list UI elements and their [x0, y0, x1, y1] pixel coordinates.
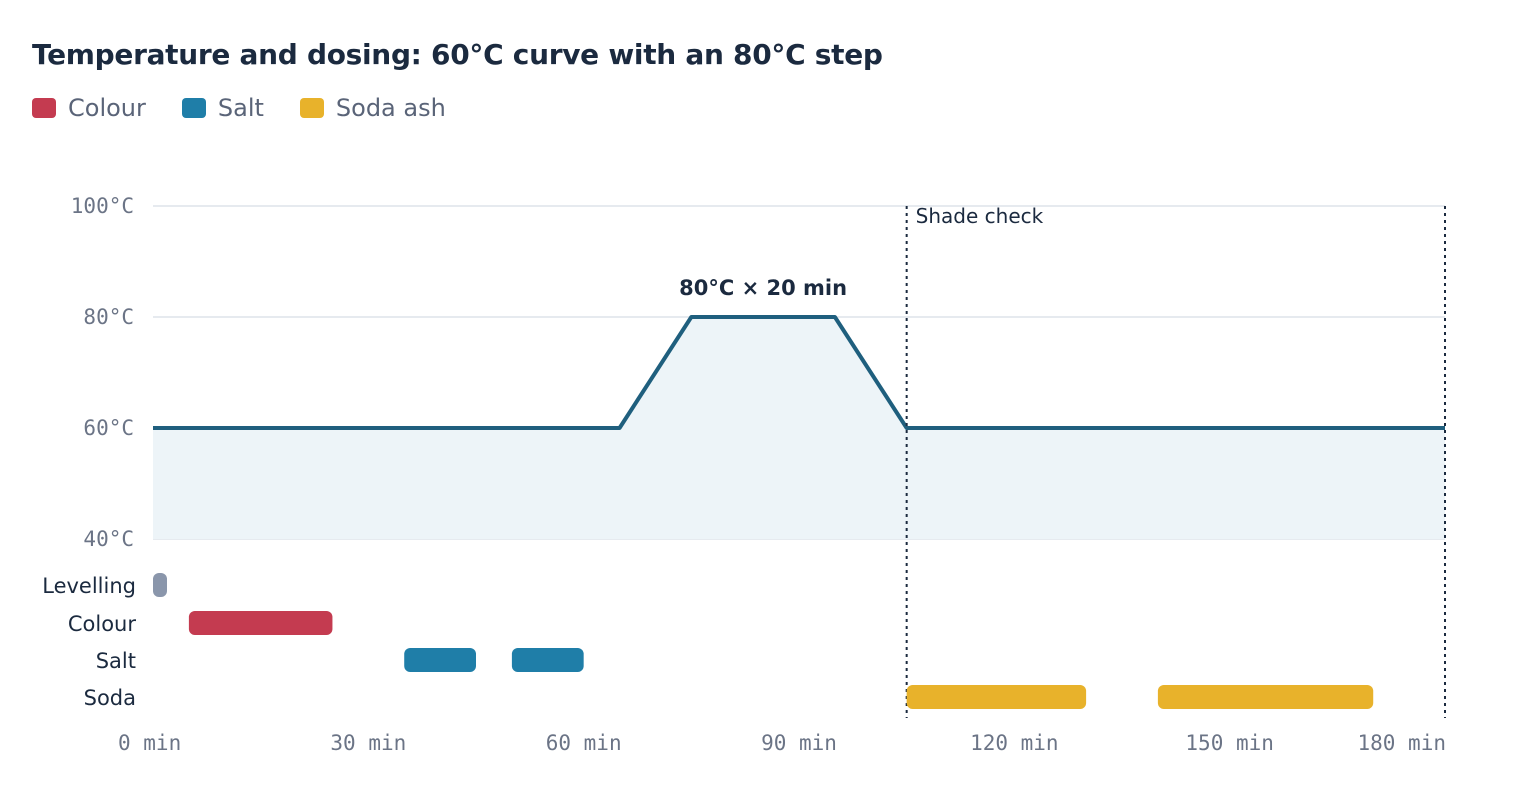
x-tick-label: 0 min: [118, 731, 181, 755]
marker-label: Shade check: [916, 204, 1044, 228]
dose-bar-colour-0: [188, 611, 333, 635]
legend-item-colour: Colour: [32, 94, 146, 122]
step-annotation: 80°C × 20 min: [679, 276, 847, 300]
legend-item-salt: Salt: [181, 94, 264, 122]
dose-bar-soda-0: [906, 685, 1087, 709]
legend-swatch-soda-ash: [299, 98, 324, 118]
legend-label-soda-ash: Soda ash: [335, 94, 446, 122]
dose-bar-salt-1: [511, 648, 584, 672]
x-tick-label: 30 min: [330, 731, 406, 755]
temperature-area: [153, 317, 1445, 539]
dose-bar-levelling-0: [153, 573, 167, 597]
legend-swatch-salt: [181, 98, 206, 118]
temperature-line: [153, 315, 1445, 430]
legend-item-soda-ash: Soda ash: [299, 94, 446, 122]
y-tick-label: 80°C: [83, 305, 134, 329]
x-tick-label: 150 min: [1185, 731, 1274, 755]
x-tick-label: 60 min: [546, 731, 622, 755]
legend: Colour Salt Soda ash: [32, 94, 446, 122]
dose-bar-salt-0: [404, 648, 476, 672]
y-tick-label: 60°C: [83, 416, 134, 440]
legend-label-colour: Colour: [68, 94, 146, 122]
x-tick-label: 90 min: [761, 731, 837, 755]
x-tick-label: 120 min: [970, 731, 1059, 755]
x-tick-label: 180 min: [1357, 731, 1446, 755]
chart-title: Temperature and dosing: 60°C curve with …: [32, 38, 883, 71]
dose-bar-soda-1: [1157, 685, 1374, 709]
lane-label-salt: Salt: [96, 649, 136, 673]
legend-label-salt: Salt: [217, 94, 264, 122]
legend-swatch-colour: [32, 98, 56, 118]
y-tick-label: 40°C: [83, 527, 134, 551]
lane-label-levelling: Levelling: [42, 574, 136, 598]
lane-label-colour: Colour: [68, 612, 137, 636]
lane-label-soda: Soda: [84, 686, 136, 710]
y-tick-label: 100°C: [71, 194, 134, 218]
